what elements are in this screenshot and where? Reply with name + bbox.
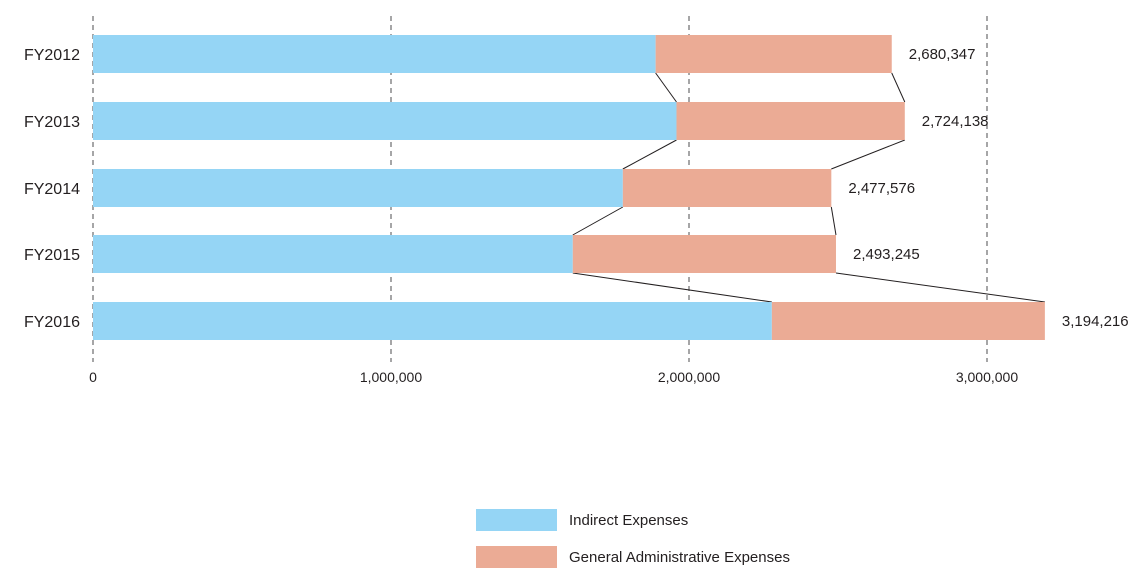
category-label: FY2013 xyxy=(24,114,80,131)
total-value-label: 2,493,245 xyxy=(853,246,920,263)
bar-general-administrative-expenses xyxy=(622,169,832,207)
connector-line xyxy=(835,272,1045,303)
total-value-label: 3,194,216 xyxy=(1062,313,1129,330)
bar-general-administrative-expenses xyxy=(771,302,1045,340)
bar-indirect-expenses xyxy=(93,35,656,73)
total-labels: 2,680,347 2,724,138 2,477,576 2,493,245 3,19… xyxy=(848,46,1128,330)
bar-general-administrative-expenses xyxy=(655,35,892,73)
bar-indirect-expenses xyxy=(93,169,623,207)
total-value-label: 2,477,576 xyxy=(848,180,915,197)
bar-indirect-expenses xyxy=(93,235,573,273)
x-tick-label: 0 xyxy=(89,369,97,385)
connector-lines xyxy=(572,72,1045,303)
connector-line xyxy=(572,206,624,236)
category-labels: FY2012 FY2013 FY2014 FY2015 FY2016 xyxy=(24,47,80,331)
legend-label: Indirect Expenses xyxy=(569,512,688,529)
connector-line xyxy=(572,272,772,303)
connector-line xyxy=(891,72,906,103)
bar-general-administrative-expenses xyxy=(676,102,905,140)
x-tick-label: 3,000,000 xyxy=(956,369,1018,385)
legend-swatch xyxy=(476,546,557,568)
legend: Indirect Expenses General Administrative … xyxy=(476,509,790,568)
bar-indirect-expenses xyxy=(93,102,677,140)
bar-general-administrative-expenses xyxy=(572,235,836,273)
legend-label: General Administrative Expenses xyxy=(569,549,790,566)
category-label: FY2014 xyxy=(24,181,80,198)
x-tick-label: 2,000,000 xyxy=(658,369,720,385)
x-tick-label: 1,000,000 xyxy=(360,369,422,385)
total-value-label: 2,680,347 xyxy=(909,46,976,63)
category-label: FY2012 xyxy=(24,47,80,64)
category-label: FY2015 xyxy=(24,247,80,264)
connector-line xyxy=(830,206,837,236)
legend-swatch xyxy=(476,509,557,531)
bar-indirect-expenses xyxy=(93,302,772,340)
total-value-label: 2,724,138 xyxy=(922,113,989,130)
connector-line xyxy=(622,139,677,170)
category-label: FY2016 xyxy=(24,314,80,331)
bar-segments xyxy=(93,35,1045,340)
connector-line xyxy=(831,139,905,170)
connector-line xyxy=(655,72,677,103)
x-axis-tick-labels: 0 1,000,000 2,000,000 3,000,000 xyxy=(89,369,1018,385)
